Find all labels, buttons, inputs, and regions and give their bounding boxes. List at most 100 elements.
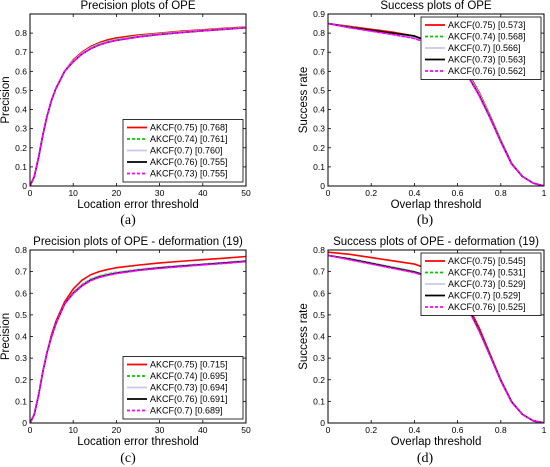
- x-tick-label: 10: [68, 425, 78, 435]
- chart-panel: Success plots of OPE 0 0.2 0.4 0.6 0.8 1 0 0.1 0.…: [298, 0, 547, 228]
- y-tick-label: 0.4: [313, 332, 325, 342]
- legend: AKCF(0.75) [0.545]AKCF(0.74) [0.531]AKCF…: [420, 252, 542, 316]
- legend-entry: AKCF(0.7) [0.689]: [150, 406, 223, 416]
- x-tick-label: 0.4: [408, 188, 420, 198]
- y-tick-label: 0.6: [15, 288, 27, 298]
- panel-label: (c): [120, 451, 136, 466]
- y-tick-label: 0.7: [15, 267, 27, 277]
- legend-entry: AKCF(0.76) [0.562]: [448, 66, 526, 76]
- y-tick-label: 0.7: [15, 47, 27, 57]
- x-tick-label: 0: [326, 425, 331, 435]
- x-tick-label: 0.8: [495, 425, 507, 435]
- legend-entry: AKCF(0.73) [0.563]: [448, 55, 526, 65]
- legend-entry: AKCF(0.7) [0.760]: [150, 146, 223, 156]
- x-tick-label: 40: [198, 425, 208, 435]
- y-tick-label: 0: [22, 418, 27, 428]
- x-axis-label: Overlap threshold: [391, 199, 482, 211]
- y-axis-label: Success rate: [298, 67, 310, 133]
- x-tick-label: 0.6: [452, 188, 464, 198]
- y-tick-label: 0.1: [313, 396, 325, 406]
- x-tick-label: 1: [542, 425, 547, 435]
- axes-frame: [327, 13, 545, 187]
- legend-entry: AKCF(0.7) [0.529]: [448, 291, 521, 301]
- x-tick-label: 50: [241, 188, 251, 198]
- y-tick-label: 0.7: [313, 267, 325, 277]
- x-tick-label: 20: [112, 188, 122, 198]
- x-tick-label: 0.6: [452, 425, 464, 435]
- y-tick-label: 0.2: [15, 375, 27, 385]
- y-tick-label: 0.8: [313, 245, 325, 255]
- y-tick-label: 0.8: [15, 245, 27, 255]
- y-tick-label: 0.5: [313, 310, 325, 320]
- y-tick-label: 0.8: [313, 28, 325, 38]
- chart-title: Precision plots of OPE: [80, 0, 195, 12]
- y-tick-label: 0.3: [15, 353, 27, 363]
- legend-entry: AKCF(0.75) [0.545]: [448, 256, 526, 266]
- x-tick-label: 1: [542, 188, 547, 198]
- chart-title: Success plots of OPE: [380, 0, 492, 12]
- axes-frame: [29, 13, 247, 187]
- y-tick-label: 0.5: [15, 310, 27, 320]
- legend-entry: AKCF(0.74) [0.761]: [150, 134, 228, 144]
- y-tick-label: 0.3: [15, 124, 27, 134]
- chart-panel: Success plots of OPE - deformation (19) 0…: [298, 236, 547, 466]
- y-tick-label: 0.1: [15, 396, 27, 406]
- y-tick-label: 0.1: [15, 162, 27, 172]
- series-line: [30, 26, 246, 186]
- y-tick-label: 0.8: [15, 28, 27, 38]
- y-tick-label: 0.3: [313, 353, 325, 363]
- y-tick-label: 0: [320, 181, 325, 191]
- x-tick-label: 40: [198, 188, 208, 198]
- x-tick-label: 0.4: [408, 425, 420, 435]
- chart-panel: Precision plots of OPE - deformation (19…: [0, 236, 251, 466]
- y-tick-label: 0.2: [313, 143, 325, 153]
- chart-title: Success plots of OPE - deformation (19): [333, 236, 539, 248]
- legend-entry: AKCF(0.7) [0.566]: [448, 43, 521, 53]
- legend-entry: AKCF(0.73) [0.529]: [448, 279, 526, 289]
- x-tick-label: 0.8: [495, 188, 507, 198]
- x-tick-label: 0.2: [365, 425, 377, 435]
- y-tick-label: 0.7: [313, 47, 325, 57]
- y-tick-label: 0.6: [313, 288, 325, 298]
- x-tick-label: 10: [68, 188, 78, 198]
- legend-entry: AKCF(0.76) [0.525]: [448, 302, 526, 312]
- y-tick-label: 0.2: [313, 375, 325, 385]
- x-axis-label: Location error threshold: [77, 199, 198, 211]
- y-axis-label: Precision: [0, 313, 12, 360]
- panel-label: (a): [120, 213, 136, 228]
- y-tick-label: 0.1: [313, 162, 325, 172]
- legend-entry: AKCF(0.76) [0.691]: [150, 394, 228, 404]
- x-tick-label: 0.2: [365, 188, 377, 198]
- legend: AKCF(0.75) [0.768]AKCF(0.74) [0.761] AKCF…: [122, 119, 244, 183]
- y-tick-label: 0: [320, 418, 325, 428]
- y-axis-label: Success rate: [298, 303, 310, 369]
- x-axis-label: Overlap threshold: [391, 436, 482, 448]
- panel-label: (d): [417, 451, 434, 466]
- legend: AKCF(0.75) [0.573]AKCF(0.74) [0.568]AKCF…: [420, 16, 542, 80]
- y-axis-label: Precision: [0, 76, 12, 123]
- y-tick-label: 0.3: [313, 124, 325, 134]
- y-tick-label: 0.4: [15, 332, 27, 342]
- x-tick-label: 0: [28, 425, 33, 435]
- x-tick-label: 50: [241, 425, 251, 435]
- x-tick-label: 20: [112, 425, 122, 435]
- legend-entry: AKCF(0.73) [0.694]: [150, 383, 228, 393]
- x-tick-label: 0: [326, 188, 331, 198]
- y-tick-label: 0.6: [313, 66, 325, 76]
- legend: AKCF(0.75) [0.715]AKCF(0.74) [0.695] AKCF…: [122, 356, 244, 420]
- y-tick-label: 0.5: [313, 85, 325, 95]
- y-tick-label: 0: [22, 181, 27, 191]
- legend-entry: AKCF(0.74) [0.695]: [150, 371, 228, 381]
- y-tick-label: 0.6: [15, 66, 27, 76]
- legend-entry: AKCF(0.75) [0.573]: [448, 20, 526, 30]
- x-tick-label: 0: [28, 188, 33, 198]
- series-group: [30, 255, 246, 423]
- x-tick-label: 30: [155, 425, 165, 435]
- y-tick-label: 0.4: [313, 105, 325, 115]
- y-tick-label: 0.9: [313, 9, 325, 19]
- legend-entry: AKCF(0.74) [0.568]: [448, 32, 526, 42]
- chart-panel: Precision plots of OPE 0 10 20 30 40 50 0 0.1 0.2…: [0, 0, 251, 228]
- legend-entry: AKCF(0.73) [0.755]: [150, 169, 228, 179]
- legend-entry: AKCF(0.76) [0.755]: [150, 157, 228, 167]
